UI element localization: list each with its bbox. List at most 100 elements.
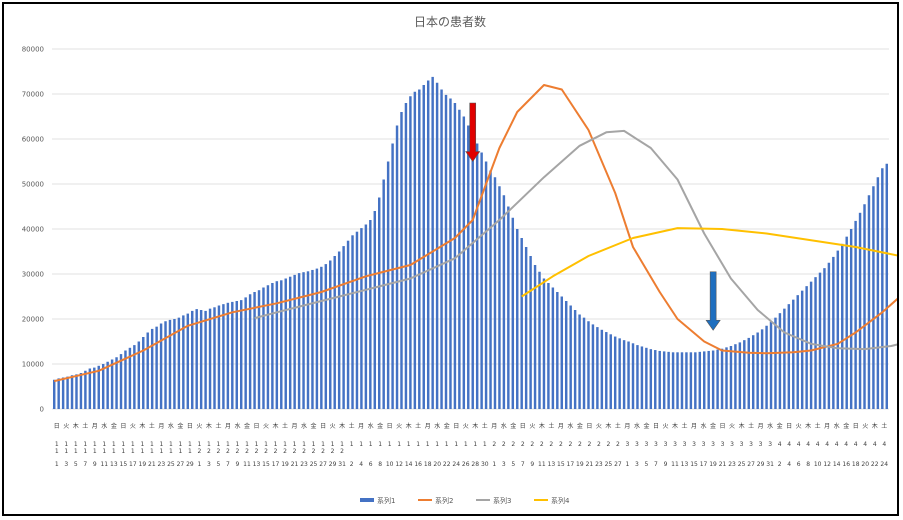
bar [297,273,301,409]
bar [266,285,270,409]
x-tick-label: 木 3 25 [738,422,746,468]
x-tick-label: 木 2 11 [538,422,546,468]
svg-text:9: 9 [664,461,668,468]
svg-text:木: 木 [206,422,212,430]
svg-text:12: 12 [395,461,403,468]
bar [783,308,786,409]
svg-text:日: 日 [453,423,459,430]
bar [391,143,394,409]
svg-text:18: 18 [852,461,860,468]
x-tick-label: 月 2 15 [557,423,565,468]
svg-text:1: 1 [150,441,154,448]
svg-text:木: 木 [739,422,745,430]
chart-title: 日本の患者数 [414,14,486,29]
bar [609,334,612,409]
svg-text:水: 水 [168,422,174,430]
bar [662,351,666,409]
bar [426,80,430,409]
svg-text:4: 4 [835,441,839,448]
svg-text:1: 1 [169,441,173,448]
x-tick-label: 火 11 17 [129,423,137,468]
svg-text:月: 月 [491,423,497,430]
svg-text:23: 23 [158,461,166,468]
svg-text:水: 水 [701,422,707,430]
svg-text:1: 1 [236,441,240,448]
bar [809,281,813,409]
bar [253,292,256,409]
x-tick-label: 月 12 7 [225,423,231,468]
svg-text:系列4: 系列4 [551,496,570,505]
svg-text:1: 1 [64,448,68,455]
x-tick-label: 木 1 14 [405,422,413,468]
svg-text:3: 3 [654,441,658,448]
svg-text:8: 8 [806,461,810,468]
bar [182,315,185,409]
svg-text:2: 2 [616,441,620,448]
svg-text:3: 3 [502,461,506,468]
bar [244,297,247,409]
svg-text:木: 木 [73,422,79,430]
svg-text:土: 土 [748,422,754,430]
bar [569,305,572,409]
svg-text:月: 月 [225,423,231,430]
bar [729,346,733,409]
svg-text:15: 15 [690,461,698,468]
bar [867,195,871,409]
svg-text:木: 木 [872,422,878,430]
bar [467,125,470,409]
svg-text:1: 1 [178,448,182,455]
bar [538,271,541,409]
bar [168,319,172,409]
x-tick-label: 土 11 7 [82,422,88,468]
svg-text:月: 月 [358,423,364,430]
svg-text:日: 日 [653,423,659,430]
svg-text:11: 11 [100,461,108,468]
svg-text:1: 1 [217,441,221,448]
bar [667,351,670,409]
bar [440,89,443,409]
bar [257,290,261,409]
svg-text:22: 22 [443,461,451,468]
svg-text:1: 1 [102,441,106,448]
bar [645,347,648,409]
bar [146,332,149,409]
bar [751,335,755,409]
svg-text:3: 3 [664,441,668,448]
series-line-2 [53,84,897,383]
bar [458,109,461,409]
svg-text:2: 2 [312,448,316,455]
svg-text:1: 1 [321,441,325,448]
x-tick-label: 水 1 6 [368,422,374,468]
svg-text:19: 19 [576,461,584,468]
bar [400,112,403,409]
x-tick-label: 水 4 14 [833,422,841,468]
svg-text:1: 1 [55,448,59,455]
svg-text:月: 月 [691,423,697,430]
bar [707,350,710,409]
bar [93,367,96,409]
bar [885,163,888,409]
svg-text:土: 土 [215,422,221,430]
bar [854,220,857,409]
svg-text:2: 2 [293,448,297,455]
bar [747,337,750,409]
svg-text:4: 4 [806,441,810,448]
svg-text:火: 火 [796,423,802,430]
svg-text:4: 4 [863,441,867,448]
svg-text:9: 9 [236,461,240,468]
svg-text:6: 6 [369,461,373,468]
svg-text:火: 火 [862,423,868,430]
legend-item: 系列3 [476,496,511,505]
x-tick-label: 水 2 17 [567,422,575,468]
bar [70,375,74,409]
x-tick-label: 土 3 13 [681,422,689,468]
svg-text:2: 2 [217,448,221,455]
svg-text:10: 10 [814,461,822,468]
bar [115,357,118,409]
bar [711,350,715,409]
svg-text:金: 金 [510,422,516,430]
bar [84,370,87,409]
svg-text:4: 4 [882,441,886,448]
